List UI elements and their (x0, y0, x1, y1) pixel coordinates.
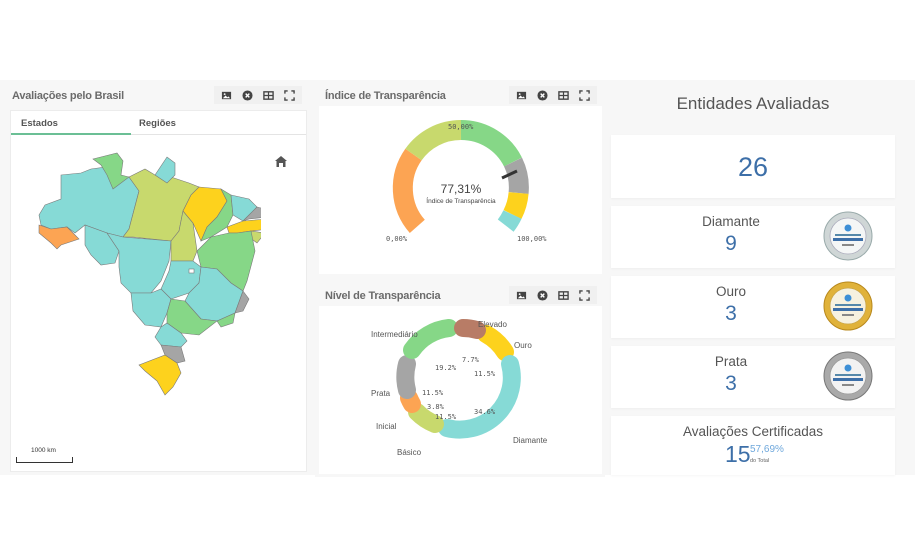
close-icon[interactable] (239, 86, 256, 104)
state-santa-catarina (160, 344, 186, 364)
pct-ouro: 11.5% (474, 370, 496, 378)
slice-ouro (477, 325, 514, 361)
card-label: Ouro (715, 284, 746, 299)
card-label: Diamante (702, 214, 760, 229)
gauge-body: 50,00% 0,00% 100,00% 77,31% Índice de Tr… (319, 106, 602, 274)
fullscreen-icon[interactable] (576, 86, 593, 104)
certified-pct: 57,69% (750, 444, 784, 455)
state-rio-de-janeiro (216, 312, 236, 328)
panel-toolbar (509, 86, 597, 104)
gauge-max-label: 100,00% (517, 235, 547, 243)
gauge-panel: Índice de Transparência (315, 82, 605, 277)
state-rio-grande-do-sul (138, 354, 182, 396)
fullscreen-icon[interactable] (576, 286, 593, 304)
certified-value: 15 (725, 441, 751, 467)
map-body: Estados Regiões (10, 110, 307, 472)
total-card: 26 (611, 135, 895, 198)
map-scale-bar (16, 457, 73, 463)
state-parana (154, 322, 188, 348)
card-value: 9 (725, 232, 737, 255)
pct-elevado: 7.7% (462, 356, 479, 364)
certified-label: Avaliações Certificadas (682, 424, 824, 439)
prata-card: Prata 3 (611, 346, 895, 408)
label-ouro: Ouro (514, 341, 532, 350)
panel-toolbar (509, 286, 597, 304)
panel-header: Nível de Transparência (315, 282, 605, 308)
donut-chart[interactable] (319, 306, 602, 474)
gauge-pointer (501, 169, 518, 180)
kpi-title: Entidades Avaliadas (676, 94, 830, 113)
label-prata: Prata (371, 389, 391, 398)
close-icon[interactable] (534, 86, 551, 104)
pct-inicial: 3.8% (427, 403, 444, 411)
gauge-chart[interactable] (319, 106, 602, 274)
state-sao-paulo (166, 298, 218, 336)
panel-header: Índice de Transparência (315, 82, 605, 108)
diamante-medal-icon (823, 211, 873, 261)
gauge-sub-label: Índice de Transparência (426, 198, 496, 205)
image-export-icon[interactable] (513, 86, 530, 104)
image-export-icon[interactable] (513, 286, 530, 304)
panel-title: Índice de Transparência (325, 90, 446, 102)
pct-diamante: 34.6% (474, 408, 496, 416)
pct-basico: 11.5% (435, 413, 457, 421)
total-value: 26 (737, 152, 769, 182)
state-mato-grosso (106, 232, 172, 294)
fullscreen-icon[interactable] (281, 86, 298, 104)
state-acre (38, 224, 80, 250)
slice-intermediario (403, 319, 458, 359)
table-view-icon[interactable] (260, 86, 277, 104)
label-basico: Básico (397, 448, 422, 457)
slice-inicial (400, 389, 421, 413)
map-panel: Avaliações pelo Brasil Estados Regiões (2, 82, 310, 474)
ouro-card: Ouro 3 (611, 276, 895, 338)
pct-prata: 11.5% (422, 389, 444, 397)
slice-basico (408, 403, 444, 433)
label-diamante: Diamante (513, 436, 548, 445)
state-bahia (196, 230, 256, 292)
gauge-value: 77,31% (440, 182, 482, 196)
table-view-icon[interactable] (555, 286, 572, 304)
gauge-min-label: 0,00% (386, 235, 408, 243)
gauge-mid-label: 50,00% (448, 123, 474, 131)
card-value: 3 (725, 302, 737, 325)
card-label: Prata (714, 354, 748, 369)
home-icon[interactable] (274, 155, 288, 167)
slice-prata (396, 355, 416, 399)
label-inicial: Inicial (376, 422, 397, 431)
tab-regioes[interactable]: Regiões (139, 118, 176, 129)
map-scale-label: 1000 km (31, 447, 56, 454)
donut-body: Elevado Ouro Intermediário Prata Inicial… (319, 306, 602, 474)
state-pernambuco (226, 219, 261, 234)
panel-title: Avaliações pelo Brasil (12, 90, 124, 102)
brazil-map[interactable] (21, 151, 261, 396)
table-view-icon[interactable] (555, 86, 572, 104)
prata-medal-icon (823, 351, 873, 401)
panel-title: Nível de Transparência (325, 290, 441, 302)
ouro-medal-icon (823, 281, 873, 331)
pct-intermediario: 19.2% (435, 364, 457, 372)
tab-estados[interactable]: Estados (11, 111, 131, 135)
certified-pct-sub: do Total (750, 458, 770, 464)
image-export-icon[interactable] (218, 86, 235, 104)
state-distrito-federal (188, 268, 195, 274)
card-value: 3 (725, 372, 737, 395)
slice-elevado (454, 319, 486, 339)
state-mato-grosso-do-sul (130, 288, 172, 328)
map-tabs: Estados Regiões (11, 111, 306, 135)
diamante-card: Diamante 9 (611, 206, 895, 268)
dashboard: Avaliações pelo Brasil Estados Regiões (0, 80, 915, 477)
donut-panel: Nível de Transparência (315, 282, 605, 477)
state-rio-grande-do-norte (242, 206, 261, 222)
state-amapa (154, 156, 176, 184)
label-elevado: Elevado (478, 320, 507, 329)
panel-header: Avaliações pelo Brasil (2, 82, 310, 108)
panel-toolbar (214, 86, 302, 104)
close-icon[interactable] (534, 286, 551, 304)
label-intermediario: Intermediário (371, 330, 418, 339)
slice-diamante (438, 355, 521, 439)
state-espirito-santo (234, 290, 250, 314)
certified-card: Avaliações Certificadas 15 57,69% do Tot… (611, 416, 895, 475)
